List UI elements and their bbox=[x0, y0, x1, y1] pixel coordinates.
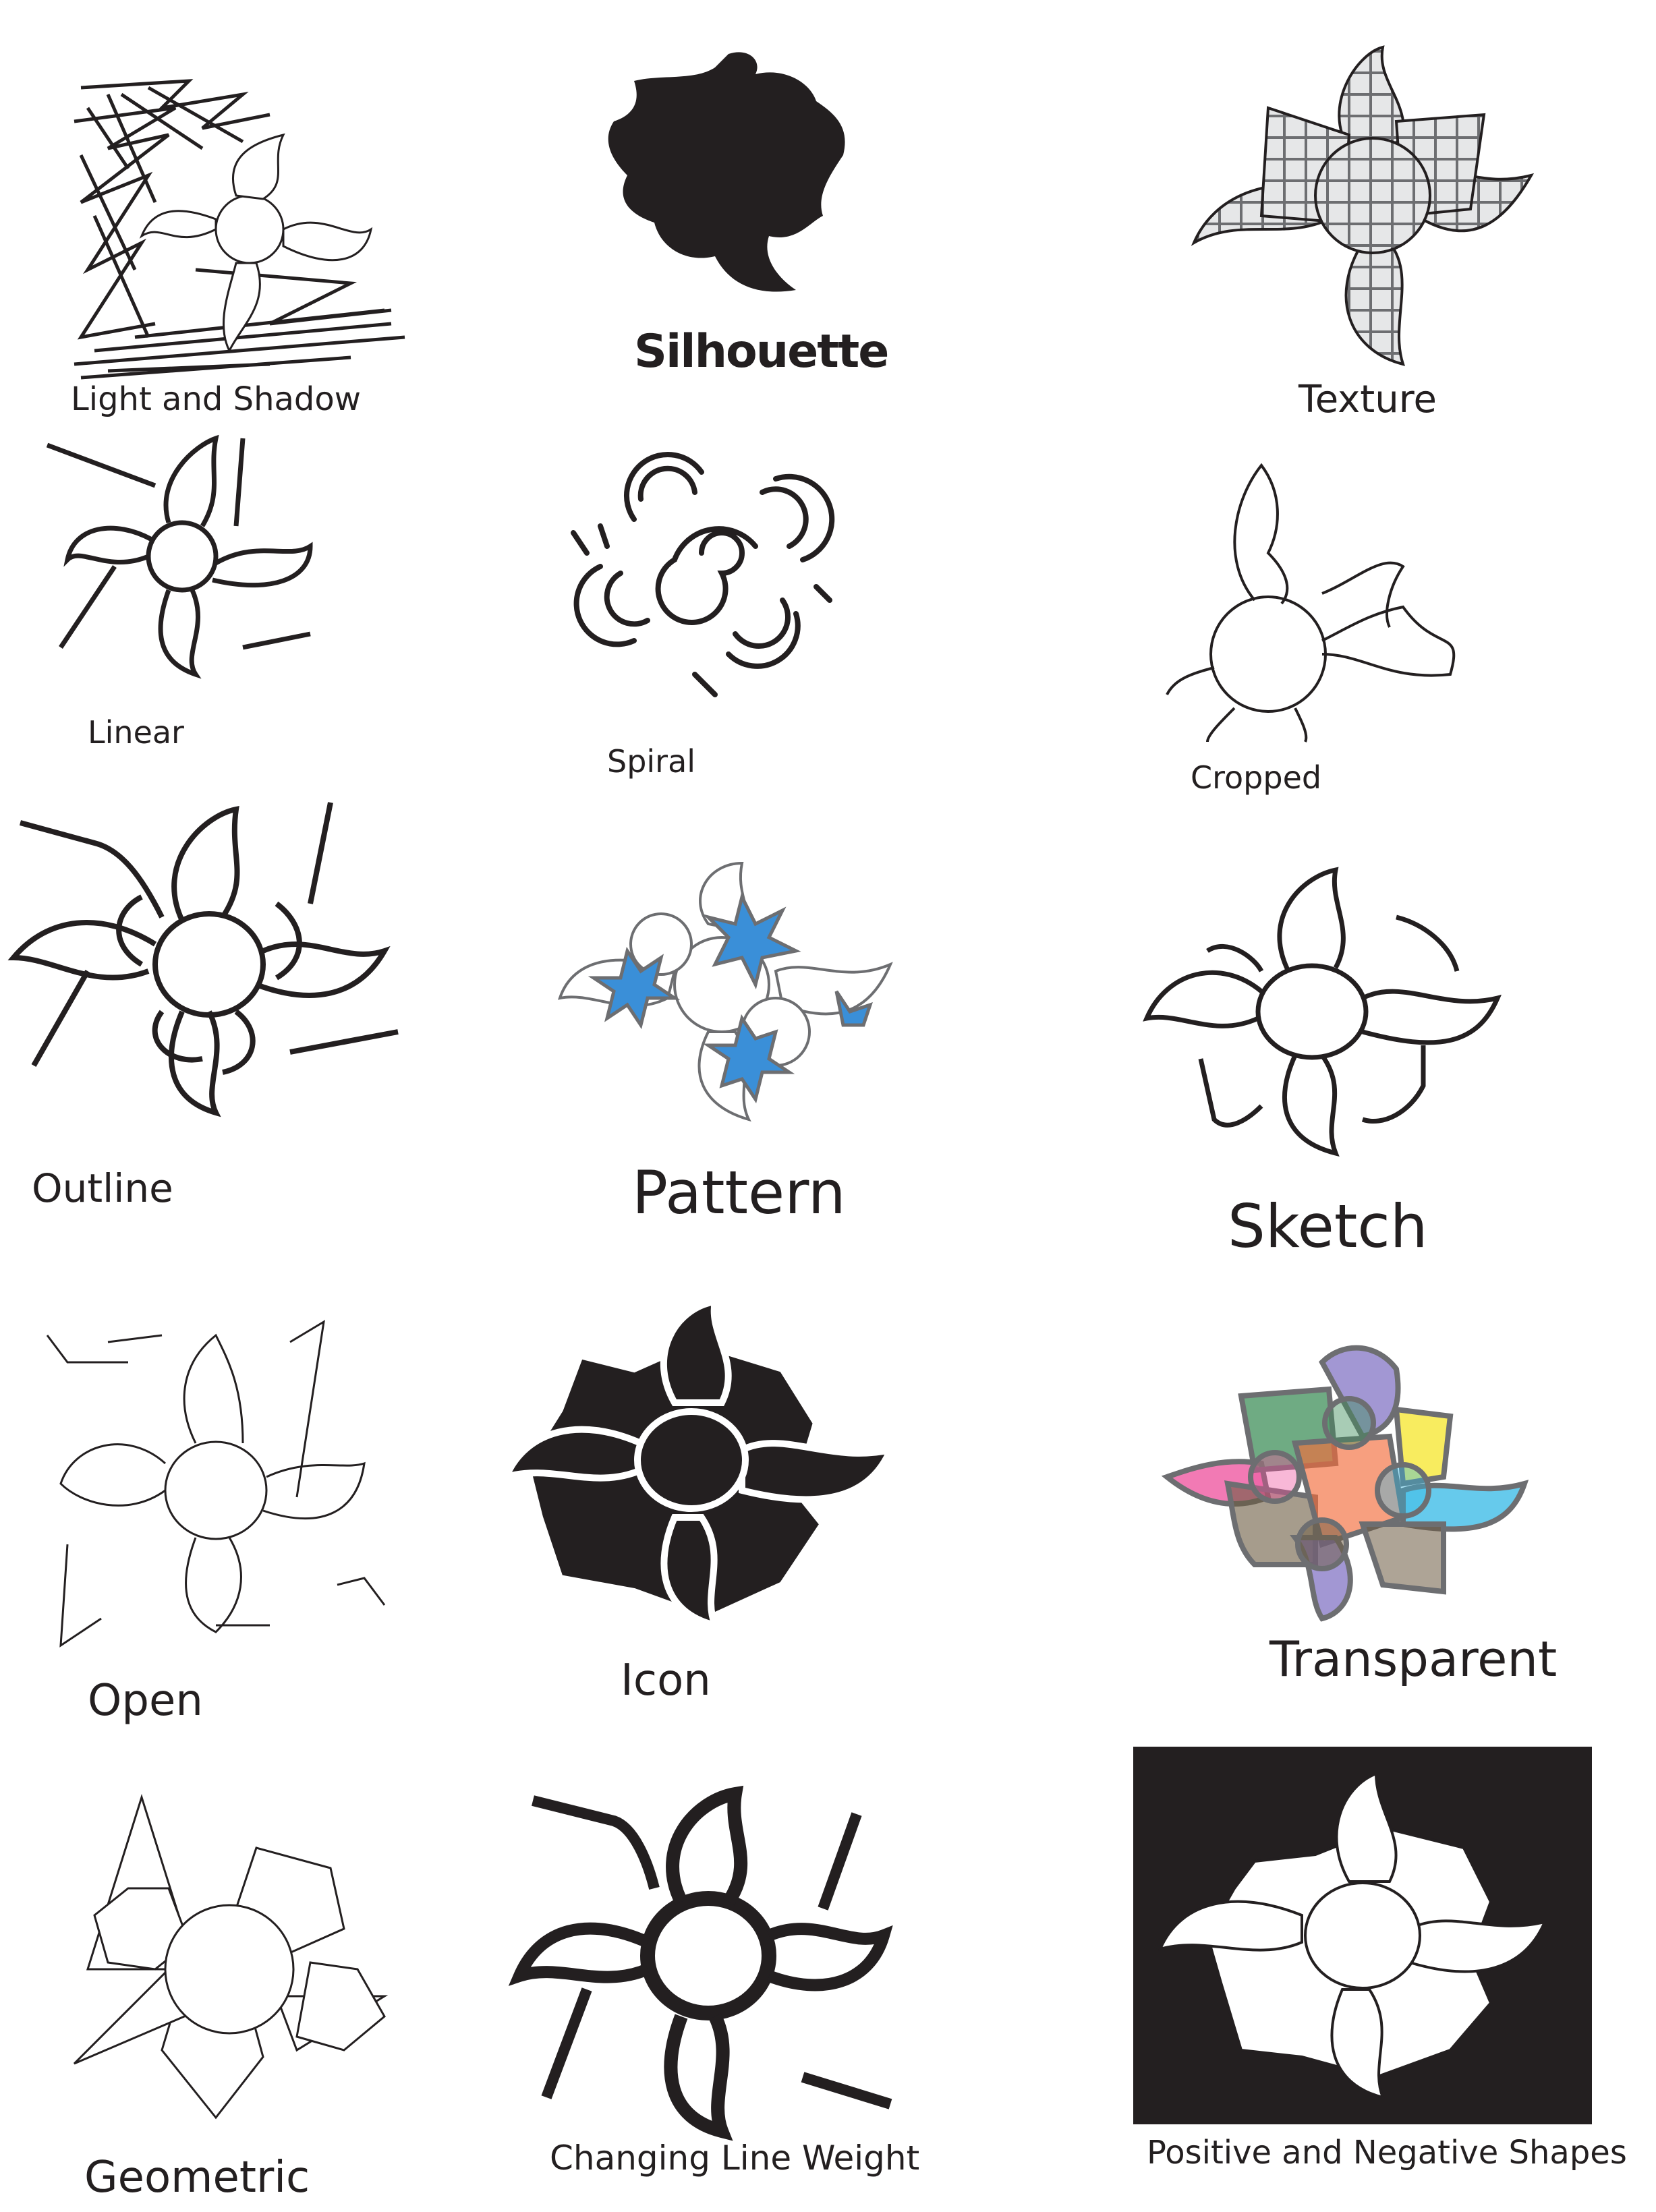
texture-flower bbox=[1191, 45, 1535, 366]
pattern-panel: Pattern bbox=[553, 856, 917, 1234]
label-open: Open bbox=[88, 1676, 203, 1726]
transparent-flower bbox=[1161, 1345, 1529, 1622]
open-flower bbox=[46, 1320, 386, 1648]
label-sketch: Sketch bbox=[1228, 1192, 1428, 1261]
label-cropped: Cropped bbox=[1191, 759, 1322, 796]
positive-negative-flower bbox=[1158, 1772, 1547, 2099]
label-transparent: Transparent bbox=[1269, 1631, 1558, 1687]
transparent-panel: Transparent bbox=[1160, 1342, 1565, 1720]
light-and-shadow-flower bbox=[74, 79, 405, 380]
outline-panel: Outline bbox=[7, 796, 425, 1227]
label-texture: Texture bbox=[1298, 378, 1437, 421]
label-linear: Linear bbox=[88, 714, 184, 751]
silhouette-flower bbox=[608, 52, 845, 292]
linear-panel: Linear bbox=[40, 425, 351, 749]
geometric-flower bbox=[73, 1793, 389, 2120]
icon-panel: Icon bbox=[499, 1295, 904, 1726]
sketch-panel: Sketch bbox=[1140, 863, 1518, 1268]
pattern-flower bbox=[558, 861, 893, 1122]
icon-flower bbox=[500, 1297, 896, 1631]
spiral-panel: Spiral bbox=[560, 418, 870, 777]
label-changing-line-weight: Changing Line Weight bbox=[550, 2138, 920, 2178]
label-silhouette: Silhouette bbox=[634, 325, 889, 378]
cropped-panel: Cropped bbox=[1166, 452, 1518, 809]
texture-panel: Texture bbox=[1174, 34, 1578, 425]
changing-line-weight-panel: Changing Line Weight bbox=[499, 1785, 920, 2205]
sketch-flower bbox=[1143, 867, 1502, 1157]
label-icon: Icon bbox=[621, 1656, 711, 1706]
label-outline: Outline bbox=[32, 1165, 173, 1211]
changing-line-weight-flower bbox=[508, 1785, 893, 2141]
linear-flower bbox=[46, 434, 313, 679]
positive-and-negative-panel: Positive and Negative Shapes bbox=[1133, 1747, 1627, 2205]
outline-flower bbox=[7, 802, 399, 1117]
label-light-and-shadow: Light and Shadow bbox=[71, 380, 362, 418]
silhouette-panel: Silhouette bbox=[573, 34, 911, 391]
cropped-flower bbox=[1166, 463, 1456, 743]
spiral-flower bbox=[571, 451, 835, 697]
label-spiral: Spiral bbox=[607, 743, 696, 780]
open-panel: Open bbox=[40, 1320, 405, 1740]
label-positive-and-negative-shapes: Positive and Negative Shapes bbox=[1147, 2134, 1627, 2172]
label-pattern: Pattern bbox=[632, 1158, 846, 1227]
light-and-shadow-panel: Light and Shadow bbox=[61, 54, 425, 432]
label-geometric: Geometric bbox=[84, 2153, 310, 2203]
geometric-panel: Geometric bbox=[61, 1793, 411, 2203]
